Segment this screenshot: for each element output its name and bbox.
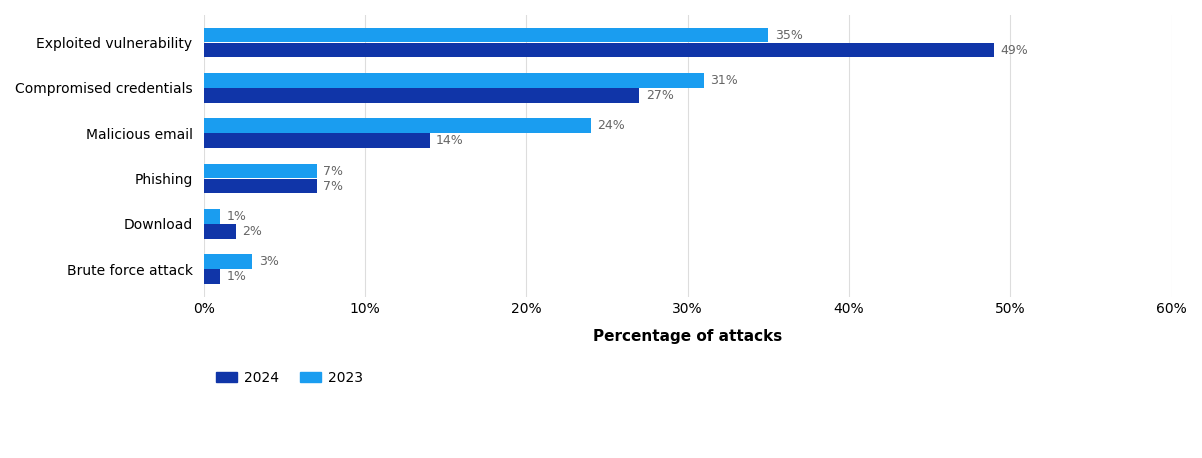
Legend: 2024, 2023: 2024, 2023 xyxy=(210,365,368,391)
Text: 49%: 49% xyxy=(1000,44,1029,56)
Bar xyxy=(203,224,236,239)
Bar xyxy=(203,73,704,87)
Text: 35%: 35% xyxy=(775,28,803,42)
Bar xyxy=(203,209,220,224)
Text: 24%: 24% xyxy=(597,119,625,132)
Text: 7%: 7% xyxy=(323,180,343,192)
Text: 2%: 2% xyxy=(243,225,262,238)
Bar xyxy=(203,43,994,57)
Bar xyxy=(203,28,768,42)
Bar xyxy=(203,255,252,269)
Bar xyxy=(203,119,591,133)
Bar xyxy=(203,269,220,284)
Text: 27%: 27% xyxy=(645,89,673,102)
Bar xyxy=(203,164,316,178)
Bar xyxy=(203,88,639,103)
Text: 7%: 7% xyxy=(323,164,343,178)
Bar xyxy=(203,179,316,193)
Text: 1%: 1% xyxy=(226,210,246,223)
Text: 31%: 31% xyxy=(710,74,738,87)
Bar xyxy=(203,133,429,148)
Text: 14%: 14% xyxy=(436,134,464,147)
Text: 3%: 3% xyxy=(258,255,279,268)
Text: 1%: 1% xyxy=(226,270,246,283)
X-axis label: Percentage of attacks: Percentage of attacks xyxy=(593,329,783,344)
